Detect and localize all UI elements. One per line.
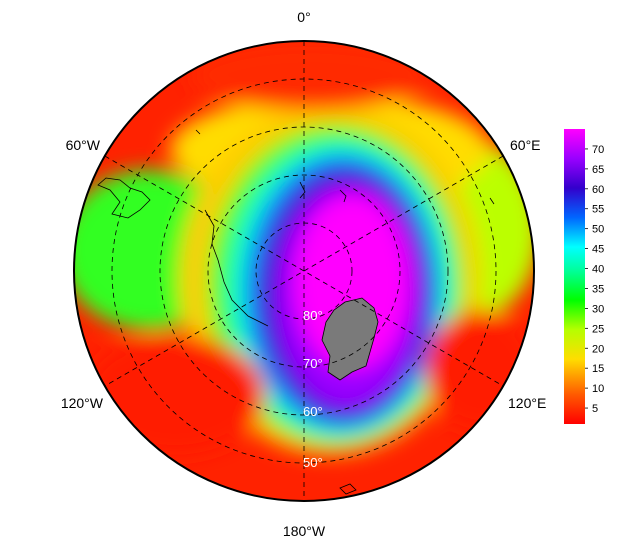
colorbar: 5 10 15 20 25 30 35 40 45 50 55 60 65 70 xyxy=(564,129,604,424)
lon-label-60w: 60°W xyxy=(66,137,101,153)
colorbar-tick-label: 40 xyxy=(592,264,604,276)
lon-label-120w: 120°W xyxy=(61,395,104,411)
colorbar-tick-label: 60 xyxy=(592,184,604,196)
graticule xyxy=(104,41,504,501)
lat-label-50: 50° xyxy=(303,455,323,470)
colorbar-tick-label: 35 xyxy=(592,283,604,295)
lat-label-60: 60° xyxy=(303,404,323,419)
colorbar-tick-label: 65 xyxy=(592,164,604,176)
map-border xyxy=(73,40,535,502)
colorbar-tick-label: 55 xyxy=(592,204,604,216)
colorbar-tick-label: 15 xyxy=(592,363,604,375)
colorbar-ticks: 5 10 15 20 25 30 35 40 45 50 55 60 65 70 xyxy=(585,144,604,415)
coastlines xyxy=(97,129,495,495)
lon-label-60e: 60°E xyxy=(510,137,541,153)
lon-label-180w: 180°W xyxy=(283,523,326,539)
ozone-field xyxy=(74,41,534,501)
colorbar-tick-label: 50 xyxy=(592,224,604,236)
colorbar-tick-label: 45 xyxy=(592,244,604,256)
colorbar-tick-label: 20 xyxy=(592,343,604,355)
lat-label-80: 80° xyxy=(303,308,323,323)
colorbar-tick-label: 25 xyxy=(592,323,604,335)
antarctica-landmass xyxy=(321,297,379,381)
colorbar-tick-label: 70 xyxy=(592,144,604,156)
colorbar-tick-label: 5 xyxy=(592,403,598,415)
lon-label-0: 0° xyxy=(297,9,310,25)
colorbar-gradient xyxy=(564,129,585,424)
colorbar-tick-label: 30 xyxy=(592,303,604,315)
lat-label-70: 70° xyxy=(303,356,323,371)
colorbar-tick-label: 10 xyxy=(592,383,604,395)
lon-label-120e: 120°E xyxy=(508,395,546,411)
